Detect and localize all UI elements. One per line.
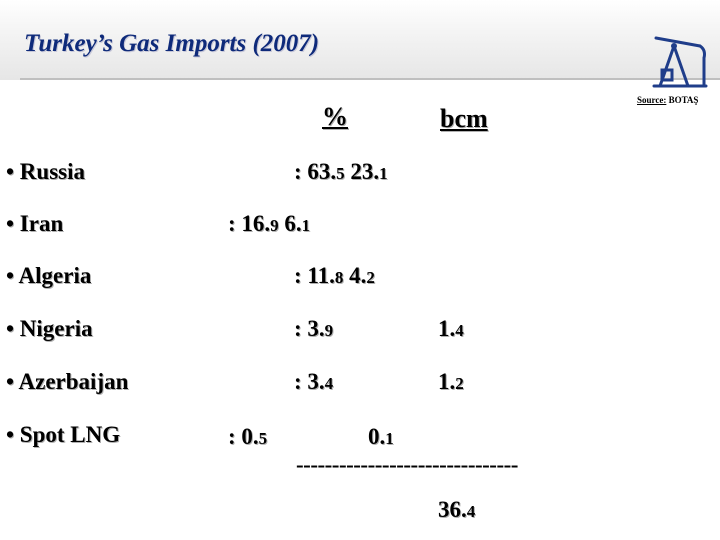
row-separator: :	[294, 316, 308, 341]
row-percent-dec: 9	[270, 216, 279, 235]
title-divider	[20, 78, 720, 80]
row-bcm-dec: 2	[455, 374, 464, 393]
row-percent-dec: 5	[336, 164, 345, 183]
source-note: Source: BOTAŞ	[637, 95, 698, 105]
row-percent-int: 11.	[307, 263, 335, 288]
row-percent-int: 63.	[307, 159, 337, 184]
row-values-algeria: : 11.8 4.2	[294, 263, 375, 289]
row-country-azerbaijan: • Azerbaijan	[6, 369, 129, 394]
row-percent-int: 16.	[241, 211, 271, 236]
row-percent-azerbaijan: : 3.4	[294, 369, 333, 395]
row-bcm-int: 4.	[349, 263, 367, 288]
row-separator: :	[294, 159, 308, 184]
total-rule: -------------------------------	[296, 452, 518, 477]
row-percent-int: 0.	[241, 424, 259, 449]
row-bcm-dec: 1	[385, 429, 394, 448]
row-bcm-dec: 2	[366, 268, 375, 287]
row-bcm-int: 23.	[350, 159, 380, 184]
row-separator: :	[294, 263, 308, 288]
row-percent-dec: 4	[324, 374, 334, 393]
row-separator: :	[228, 424, 242, 449]
row-percent-int: 3.	[307, 369, 325, 394]
total-bcm-int: 36.	[438, 497, 467, 522]
row-bcm-int: 1.	[438, 316, 456, 341]
row-percent-dec: 5	[258, 429, 268, 448]
row-values-russia: : 63.5 23.1	[294, 159, 388, 185]
row-percent-dec: 9	[324, 321, 334, 340]
oil-pump-icon	[652, 36, 708, 88]
row-country-iran: • Iran	[6, 211, 64, 236]
row-values-iran: : 16.9 6.1	[228, 211, 310, 237]
title-band	[0, 0, 720, 80]
row-percent-spot-lng: : 0.5	[228, 424, 267, 450]
row-country-algeria: • Algeria	[6, 263, 92, 288]
row-percent-nigeria: : 3.9	[294, 316, 333, 342]
row-bcm-dec: 4	[455, 321, 464, 340]
header-percent: %	[322, 102, 348, 131]
header-bcm: bcm	[440, 104, 488, 133]
total-bcm-dec: 4	[466, 502, 476, 521]
total-bcm: 36.4	[438, 497, 475, 523]
row-bcm-nigeria: 1.4	[438, 316, 464, 342]
row-separator: :	[228, 211, 242, 236]
row-separator: :	[294, 369, 308, 394]
row-country-spot-lng: • Spot LNG	[6, 422, 121, 447]
source-label: Source:	[637, 95, 667, 105]
row-bcm-azerbaijan: 1.2	[438, 369, 464, 395]
row-bcm-dec: 1	[301, 216, 311, 235]
row-bcm-int: 0.	[368, 424, 386, 449]
row-bcm-int: 1.	[438, 369, 456, 394]
row-bcm-spot-lng: 0.1	[368, 424, 394, 450]
row-percent-dec: 8	[334, 268, 344, 287]
slide-title: Turkey’s Gas Imports (2007)	[24, 30, 320, 57]
row-percent-int: 3.	[307, 316, 325, 341]
source-value: BOTAŞ	[668, 95, 699, 105]
row-bcm-int: 6.	[284, 211, 302, 236]
row-country-nigeria: • Nigeria	[6, 316, 93, 341]
row-bcm-dec: 1	[379, 164, 388, 183]
row-country-russia: • Russia	[6, 159, 85, 184]
